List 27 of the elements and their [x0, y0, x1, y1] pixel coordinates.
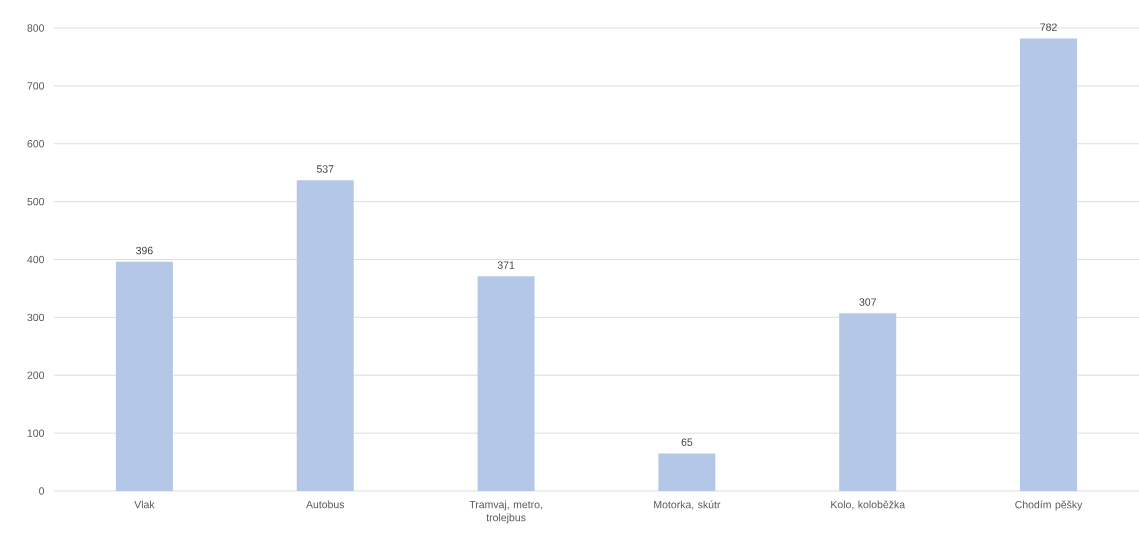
y-tick-label: 400 [27, 255, 45, 264]
bar [658, 453, 716, 491]
y-tick-label: 600 [27, 140, 45, 148]
y-tick-label: 700 [27, 82, 45, 90]
data-label: 782 [1040, 23, 1057, 31]
x-tick-label: Vlak [134, 500, 155, 509]
x-tick-label: Autobus [305, 500, 345, 509]
data-label: 396 [136, 246, 153, 255]
bar [477, 276, 535, 491]
data-label: 537 [316, 165, 334, 173]
y-tick-label: 800 [27, 24, 45, 32]
x-tick-label: Tramvaj, metro, trolejbus [469, 500, 542, 524]
bar [296, 180, 354, 491]
y-tick-label: 500 [27, 197, 45, 206]
data-label: 307 [859, 298, 876, 306]
x-tick-label: Kolo, koloběžka [831, 500, 906, 510]
x-tick-label: Motorka, skútr [654, 500, 721, 510]
bar [839, 313, 897, 491]
bar [115, 261, 173, 491]
y-tick-label: 100 [27, 429, 45, 437]
bar [1020, 38, 1078, 491]
y-tick-label: 200 [27, 371, 45, 379]
y-tick-label: 0 [39, 487, 45, 495]
x-tick-label: Chodím pěšky [1015, 500, 1083, 511]
data-label: 65 [681, 438, 693, 446]
y-tick-label: 300 [27, 313, 45, 322]
data-label: 371 [497, 261, 515, 269]
